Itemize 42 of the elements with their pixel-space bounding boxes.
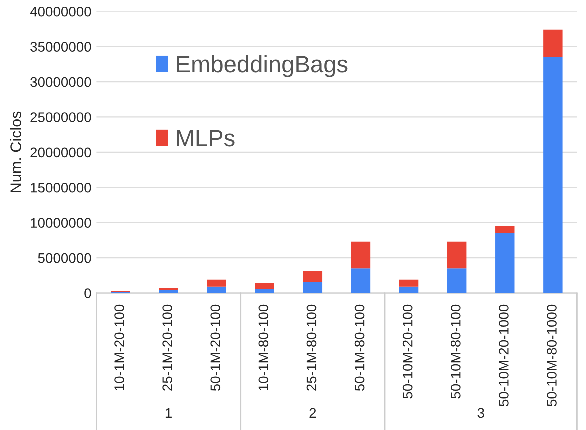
x-tick-label: 50-10M-80-1000 xyxy=(547,304,557,406)
legend-label: EmbeddingBags xyxy=(177,55,348,78)
y-tick-label: 40000000 xyxy=(30,6,92,17)
bar xyxy=(496,226,515,234)
x-tick-label: 10-1M-80-100 xyxy=(258,304,269,391)
y-tick-label: 0 xyxy=(84,288,92,298)
y-tick-label: 25000000 xyxy=(30,112,92,122)
y-tick-label: 5000000 xyxy=(38,253,92,264)
bar xyxy=(496,233,515,294)
x-tick-label: 50-1M-20-100 xyxy=(210,304,221,392)
bar xyxy=(255,289,274,294)
y-tick-label: 20000000 xyxy=(30,148,92,158)
bar xyxy=(159,290,178,294)
bar xyxy=(303,271,323,282)
bar xyxy=(351,268,371,294)
bar xyxy=(447,242,467,269)
bar xyxy=(303,282,323,294)
y-tick-label: 10000000 xyxy=(31,218,92,228)
y-axis-title: Num. Ciclos xyxy=(10,112,22,192)
bar xyxy=(351,242,371,269)
bar xyxy=(544,30,563,58)
bar xyxy=(399,286,419,294)
bar xyxy=(544,57,563,294)
bar xyxy=(447,268,467,294)
bar xyxy=(255,283,274,290)
x-tick-label: 25-1M-80-100 xyxy=(306,304,317,391)
x-tick-label: 50-10M-20-100 xyxy=(402,304,413,399)
x-tick-label: 50-10M-80-100 xyxy=(450,304,461,399)
x-tick-label: 50-10M-20-1000 xyxy=(499,304,509,406)
y-tick-label: 35000000 xyxy=(30,42,92,52)
legend-label: MLPs xyxy=(177,130,235,147)
bar xyxy=(399,280,419,287)
text: 3 xyxy=(478,408,484,418)
x-tick-label: 50-1M-80-100 xyxy=(354,304,365,392)
x-tick-label: 10-1M-20-100 xyxy=(114,304,124,391)
y-tick-label: 15000000 xyxy=(31,182,92,193)
bar xyxy=(207,280,226,287)
y-tick-label: 30000000 xyxy=(30,77,92,88)
text: 1 xyxy=(166,408,172,418)
text: 2 xyxy=(310,408,316,418)
bar xyxy=(207,286,226,294)
x-tick-label: 25-1M-20-100 xyxy=(162,304,172,391)
